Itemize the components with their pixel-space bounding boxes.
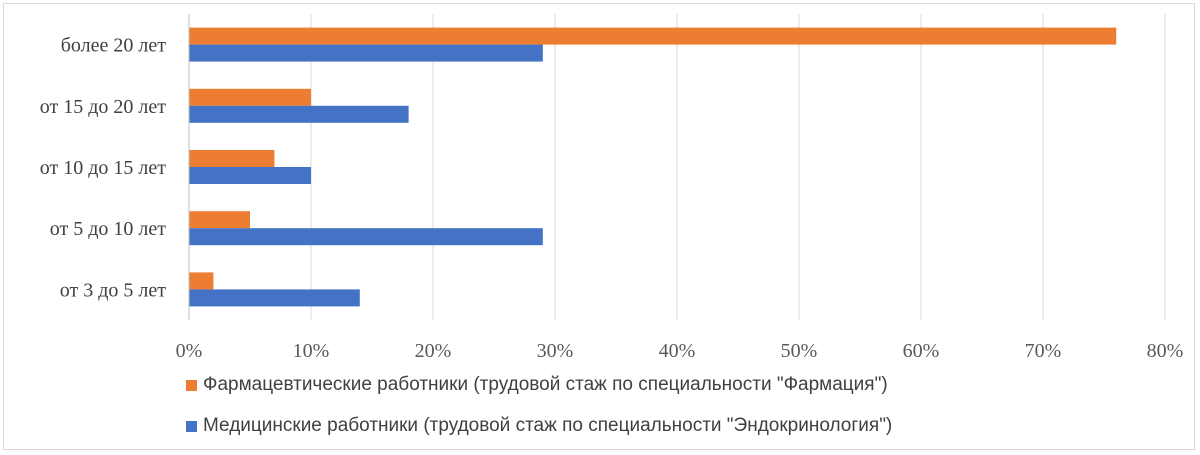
category-label: от 5 до 10 лет [50, 218, 167, 240]
bar-pharma [189, 27, 1117, 45]
bar-chart: 0% 10% 20% 30% 40% 50% 60% 70% 80% более 20 лет о… [40, 14, 1184, 362]
bar-pharma [189, 272, 214, 290]
x-tick-label: 60% [903, 340, 940, 362]
x-axis-ticks: 0% 10% 20% 30% 40% 50% 60% 70% 80% [176, 340, 1184, 362]
category-labels: более 20 лет от 15 до 20 лет от 10 до 15 л… [40, 35, 167, 302]
legend-swatch-pharma [186, 379, 197, 391]
gridlines [310, 14, 1166, 320]
category-label: от 3 до 5 лет [60, 279, 167, 301]
bar-pharma [189, 150, 275, 167]
bar-pharma [189, 211, 250, 229]
bar-medical [189, 228, 543, 246]
x-tick-label: 80% [1147, 340, 1184, 362]
x-tick-label: 40% [659, 340, 696, 362]
bar-medical [189, 289, 360, 307]
x-tick-label: 0% [176, 340, 203, 362]
legend-swatch-medical [186, 420, 197, 432]
legend-label-medical: Медицинские работники (трудовой стаж по … [203, 415, 893, 436]
category-label: более 20 лет [61, 35, 167, 57]
bar-medical [189, 105, 409, 123]
legend-label-pharma: Фармацевтические работники (трудовой ста… [203, 374, 888, 395]
x-tick-label: 50% [781, 340, 818, 362]
x-tick-label: 30% [537, 340, 574, 362]
x-tick-label: 70% [1025, 340, 1062, 362]
bar-medical [189, 167, 311, 184]
legend-item-pharma: Фармацевтические работники (трудовой ста… [186, 374, 888, 396]
bars [189, 27, 1117, 307]
bar-pharma [189, 88, 311, 106]
bar-medical [189, 44, 543, 62]
category-label: от 10 до 15 лет [40, 157, 167, 179]
legend-item-medical: Медицинские работники (трудовой стаж по … [186, 415, 892, 437]
x-tick-label: 10% [293, 340, 330, 362]
x-tick-label: 20% [415, 340, 452, 362]
category-label: от 15 до 20 лет [40, 96, 167, 118]
